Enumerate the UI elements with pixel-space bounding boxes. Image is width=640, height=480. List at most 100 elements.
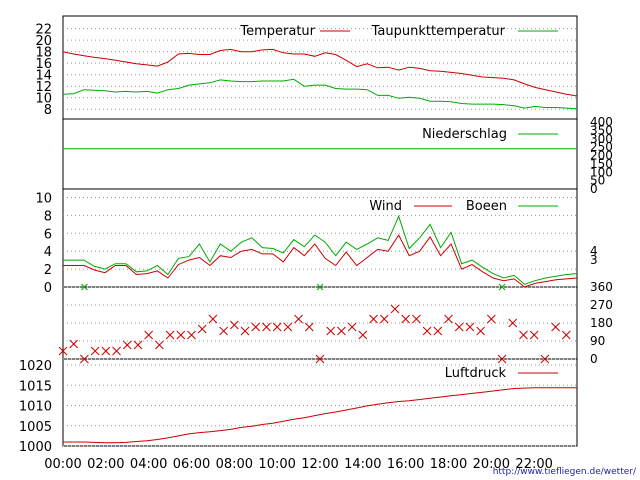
wind-direction-point [197, 324, 207, 334]
legend-temperature: Temperatur Taupunkttemperatur [239, 24, 558, 39]
series-layer [58, 48, 578, 444]
y-right-tick-label: 100 [590, 165, 613, 179]
wind-direction-point [519, 330, 528, 340]
wind-direction-point [69, 339, 79, 349]
y-right-tick-label: 360 [590, 280, 613, 294]
source-url: http://www.tiefliegen.de/wetter/ [493, 467, 637, 477]
wind-direction-point [90, 346, 100, 356]
wind-direction-point-stroke [347, 322, 357, 332]
wind-direction-point-stroke [240, 326, 250, 336]
y-tick-label: 20 [35, 34, 52, 49]
wind-direction-point [101, 346, 111, 356]
wind-direction-point-stroke [379, 314, 389, 324]
wind-direction-point-stroke [326, 326, 336, 336]
wind-direction-point-stroke [529, 330, 539, 340]
y-right-tick-label: 180 [590, 316, 613, 330]
wind-direction-point-stroke [358, 330, 368, 340]
wind-direction-point [240, 326, 250, 336]
x-tick-label: 16:00 [387, 457, 424, 472]
wind-direction-point [486, 314, 496, 324]
wind-direction-point-stroke [165, 330, 175, 340]
y-tick-label: 8 [44, 103, 52, 118]
wind-direction-point-stroke [112, 346, 121, 356]
wind-direction-point [122, 340, 132, 350]
wind-direction-point [412, 314, 421, 324]
y-tick-label: 14 [35, 69, 52, 84]
wind-direction-point [529, 330, 539, 340]
y-tick-label: 6 [44, 227, 52, 242]
y-tick-label: 4 [44, 245, 52, 260]
y-right-tick-label: 250 [590, 140, 613, 154]
wind-direction-point-stroke [465, 322, 475, 332]
wind-direction-point [390, 304, 400, 314]
wind-direction-point-stroke [476, 326, 485, 336]
wind-direction-point [272, 322, 282, 332]
wind-direction-point [444, 314, 453, 324]
wind-direction-point-stroke [58, 346, 68, 356]
y-right-tick-label: 350 [590, 123, 613, 137]
calm-marker [498, 283, 506, 291]
y-right-tick-label: 400 [590, 115, 613, 129]
wind-direction-point-stroke [561, 330, 571, 340]
wind-direction-point [326, 326, 336, 336]
wind-direction-point-stroke [208, 314, 218, 324]
y-right-tick-label: 90 [590, 334, 605, 348]
wind-direction-point [561, 330, 571, 340]
y-tick-label: 0 [44, 281, 52, 296]
y-right-tick-label: 50 [590, 174, 605, 188]
wind-direction-point-stroke [251, 322, 261, 332]
legend-wind: Wind Boeen [369, 199, 558, 214]
y-right-tick-label: 270 [590, 298, 613, 312]
wind-direction-point-stroke [69, 339, 79, 349]
wind-direction-point-stroke [80, 354, 89, 364]
wind-direction-point-stroke [412, 314, 421, 324]
wind-direction-point [379, 314, 389, 324]
wind-direction-point [262, 322, 271, 332]
wind-direction-point [540, 354, 550, 364]
x-tick-label: 00:00 [44, 457, 81, 472]
wind-direction-point-stroke [133, 340, 143, 350]
x-tick-label: 14:00 [344, 457, 381, 472]
wind-direction-point-stroke [155, 340, 164, 350]
wind-direction-point-stroke [444, 314, 453, 324]
y-right-tick-label: 0 [590, 182, 598, 196]
wind-direction-point-stroke [401, 314, 411, 324]
wind-direction-point [229, 320, 239, 330]
wind-direction-point-stroke [272, 322, 282, 332]
wind-direction-point-stroke [304, 322, 314, 332]
y-tick-label: 2 [44, 263, 52, 278]
y-tick-label: 1020 [19, 359, 52, 374]
wind-direction-point [304, 322, 314, 332]
wind-direction-point [401, 314, 411, 324]
y-right-tick-label: 3 [590, 253, 598, 267]
x-tick-label: 20:00 [473, 457, 510, 472]
x-tick-label: 22:00 [515, 457, 552, 472]
legend-taupunkt-label: Taupunkttemperatur [371, 24, 506, 39]
y-tick-label: 1000 [19, 440, 52, 455]
x-tick-label: 18:00 [430, 457, 467, 472]
wind-direction-point-stroke [433, 326, 443, 336]
legend-boeen-label: Boeen [466, 199, 507, 214]
y-right-tick-label: 150 [590, 157, 613, 171]
series-line-luftdruck [63, 387, 577, 444]
y-tick-label: 18 [35, 46, 52, 61]
calm-marker [81, 283, 88, 291]
series-line-taupunkttemperatur [62, 78, 578, 110]
wind-direction-point [358, 330, 368, 340]
x-tick-label: 02:00 [87, 457, 124, 472]
y-tick-label: 8 [44, 209, 52, 224]
wind-direction-point-stroke [369, 314, 378, 324]
wind-direction-point [208, 314, 218, 324]
wind-direction-point-stroke [390, 304, 400, 314]
legend-precipitation: Niederschlag [422, 127, 558, 142]
wind-direction-point [155, 340, 164, 350]
legend-wind-label: Wind [369, 199, 402, 214]
wind-direction-point-stroke [283, 322, 293, 332]
y-tick-label: 10 [35, 92, 52, 107]
wind-direction-point [347, 322, 357, 332]
x-tick-label: 10:00 [258, 457, 295, 472]
wind-direction-point [112, 346, 121, 356]
y-right-tick-label: 300 [590, 132, 613, 146]
y-tick-label: 1005 [19, 420, 52, 435]
